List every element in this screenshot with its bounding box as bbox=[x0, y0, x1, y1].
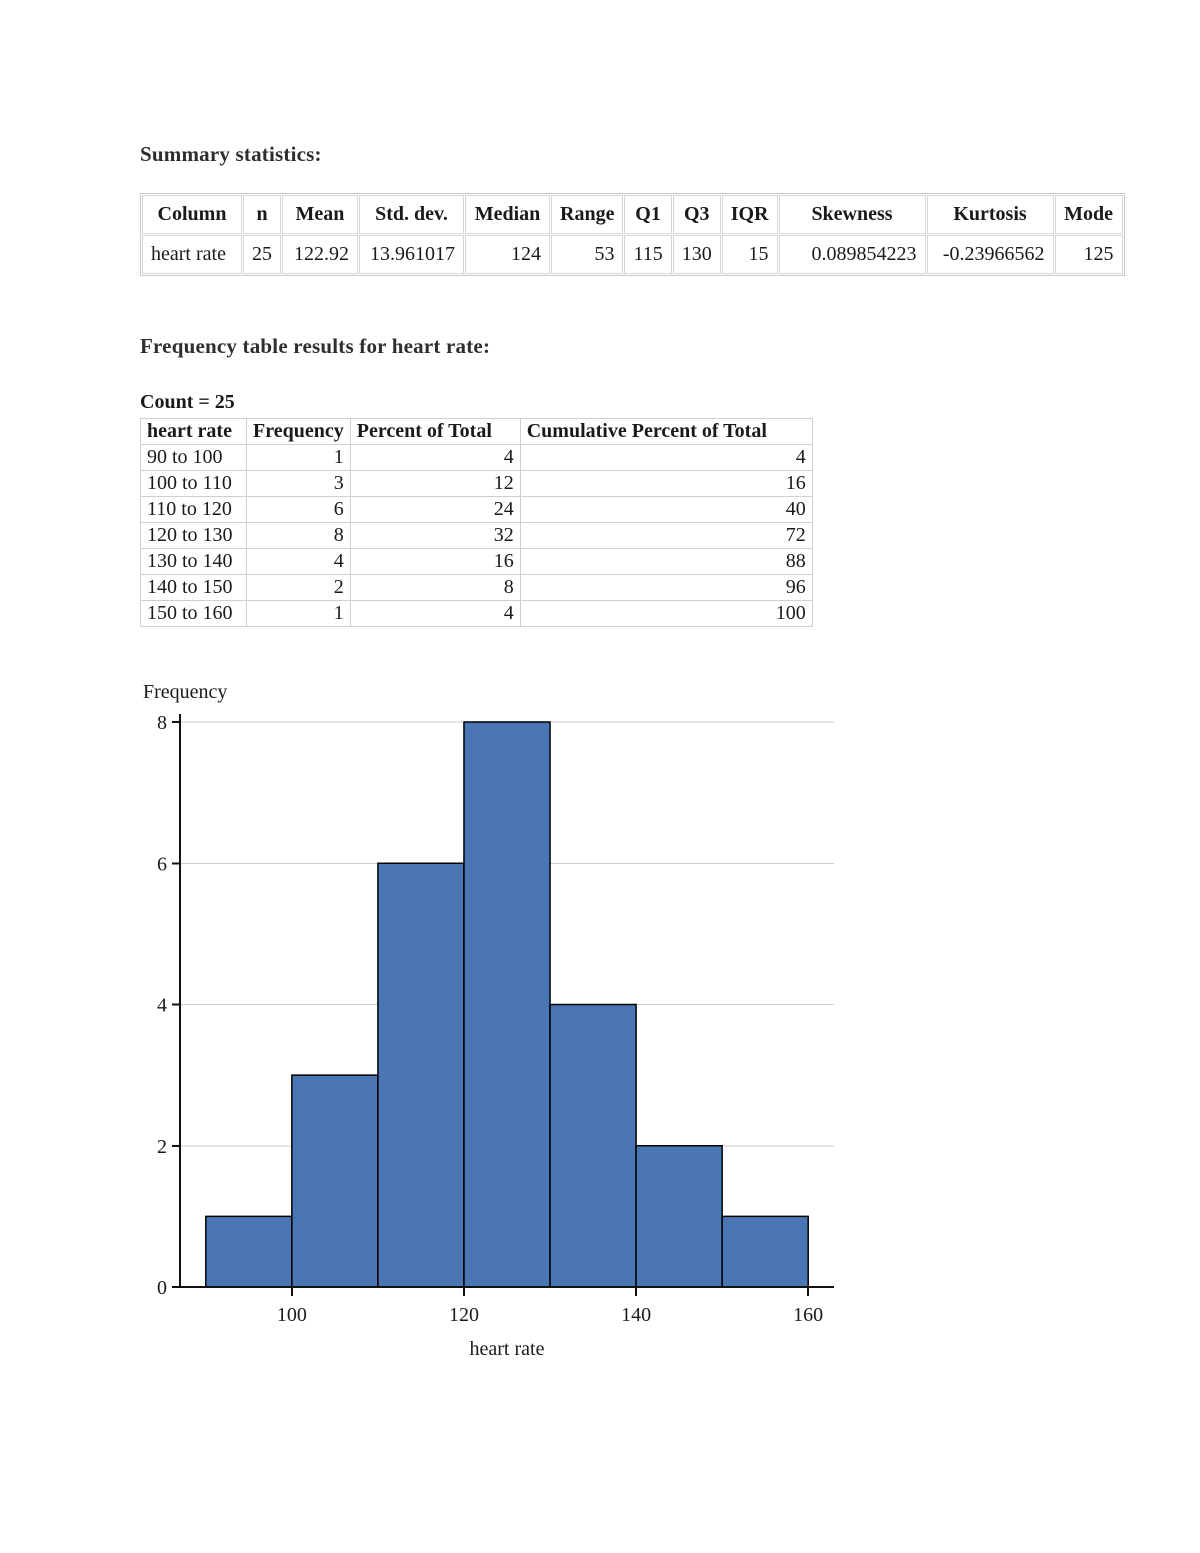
histogram-bar bbox=[291, 1074, 379, 1288]
frequency-row: 90 to 100 1 4 4 bbox=[140, 444, 813, 471]
frequency-cell: 6 bbox=[246, 496, 351, 523]
x-tick-label: 160 bbox=[793, 1304, 823, 1326]
summary-column-header: Std. dev. bbox=[359, 195, 464, 234]
summary-cell: heart rate bbox=[142, 235, 242, 274]
summary-column-header: n bbox=[243, 195, 281, 234]
x-tick-label: 140 bbox=[621, 1304, 651, 1326]
summary-cell: 15 bbox=[721, 235, 778, 274]
frequency-header-row: heart rate Frequency Percent of Total Cumul… bbox=[140, 418, 813, 445]
summary-column-header: Range bbox=[551, 195, 624, 234]
frequency-row: 130 to 140 4 16 88 bbox=[140, 548, 813, 575]
frequency-cell: 16 bbox=[519, 470, 813, 497]
frequency-cell: 110 to 120 bbox=[140, 496, 247, 523]
frequency-row: 110 to 120 6 24 40 bbox=[140, 496, 813, 523]
frequency-cell: 8 bbox=[349, 574, 521, 601]
summary-cell: 53 bbox=[551, 235, 624, 274]
frequency-row: 150 to 160 1 4 100 bbox=[140, 600, 813, 627]
frequency-results-heading: Frequency table results for heart rate: bbox=[140, 334, 491, 358]
summary-cell: 115 bbox=[624, 235, 672, 274]
y-tick-label: 0 bbox=[157, 1277, 167, 1299]
summary-cell: 13.961017 bbox=[359, 235, 464, 274]
frequency-cell: 72 bbox=[519, 522, 813, 549]
frequency-cell: 3 bbox=[246, 470, 351, 497]
summary-cell: 124 bbox=[465, 235, 550, 274]
summary-statistics-table: Column n Mean Std. dev. Median Range Q1 Q3 IQR Sk… bbox=[140, 193, 1125, 276]
frequency-cell: 140 to 150 bbox=[140, 574, 247, 601]
frequency-cell: 24 bbox=[349, 496, 521, 523]
x-tick-label: 100 bbox=[277, 1304, 307, 1326]
summary-statistics-heading: Summary statistics: bbox=[140, 142, 322, 166]
frequency-cell: 2 bbox=[246, 574, 351, 601]
frequency-cell: 90 to 100 bbox=[140, 444, 247, 471]
count-label: Count = 25 bbox=[140, 391, 235, 413]
histogram-bar bbox=[549, 1003, 637, 1288]
summary-cell: 25 bbox=[243, 235, 281, 274]
summary-column-header: Mode bbox=[1054, 195, 1123, 234]
summary-cell: 125 bbox=[1054, 235, 1123, 274]
frequency-column-header: Cumulative Percent of Total bbox=[519, 418, 813, 445]
frequency-cell: 4 bbox=[349, 600, 521, 627]
frequency-cell: 40 bbox=[519, 496, 813, 523]
summary-column-header: Kurtosis bbox=[926, 195, 1054, 234]
y-axis-title: Frequency bbox=[143, 681, 228, 703]
histogram-bar bbox=[205, 1215, 293, 1288]
y-tick-label: 4 bbox=[157, 995, 167, 1017]
frequency-cell: 130 to 140 bbox=[140, 548, 247, 575]
frequency-cell: 1 bbox=[246, 444, 351, 471]
frequency-cell: 150 to 160 bbox=[140, 600, 247, 627]
x-axis-title: heart rate bbox=[469, 1338, 545, 1360]
frequency-row: 140 to 150 2 8 96 bbox=[140, 574, 813, 601]
frequency-cell: 88 bbox=[519, 548, 813, 575]
frequency-column-header: Percent of Total bbox=[349, 418, 521, 445]
summary-cell: -0.23966562 bbox=[926, 235, 1054, 274]
summary-row: heart rate 25 122.92 13.961017 124 53 115 130 15… bbox=[142, 235, 1123, 274]
summary-column-header: Column bbox=[142, 195, 242, 234]
y-tick-label: 8 bbox=[157, 712, 167, 734]
frequency-row: 120 to 130 8 32 72 bbox=[140, 522, 813, 549]
frequency-cell: 100 bbox=[519, 600, 813, 627]
frequency-cell: 1 bbox=[246, 600, 351, 627]
summary-column-header: Q1 bbox=[624, 195, 672, 234]
y-tick-label: 2 bbox=[157, 1136, 167, 1158]
summary-column-header: Mean bbox=[282, 195, 358, 234]
summary-cell: 122.92 bbox=[282, 235, 358, 274]
summary-column-header: IQR bbox=[721, 195, 778, 234]
histogram-bar bbox=[377, 862, 465, 1288]
frequency-cell: 120 to 130 bbox=[140, 522, 247, 549]
frequency-cell: 4 bbox=[246, 548, 351, 575]
frequency-cell: 4 bbox=[349, 444, 521, 471]
frequency-table: heart rate Frequency Percent of Total Cumul… bbox=[140, 418, 813, 627]
summary-column-header: Median bbox=[465, 195, 550, 234]
y-tick-label: 6 bbox=[157, 853, 167, 875]
histogram-chart: Frequency 0 2 4 6 8 100 120 140 160 heart rate bbox=[140, 681, 1160, 1361]
frequency-cell: 4 bbox=[519, 444, 813, 471]
statistics-report: Summary statistics: Column n Mean Std. dev.… bbox=[140, 142, 1160, 1361]
summary-column-header: Q3 bbox=[672, 195, 721, 234]
histogram-svg: 0 2 4 6 8 100 120 140 160 bbox=[157, 712, 834, 1326]
summary-column-header: Skewness bbox=[778, 195, 926, 234]
frequency-cell: 16 bbox=[349, 548, 521, 575]
frequency-column-header: Frequency bbox=[246, 418, 351, 445]
frequency-cell: 8 bbox=[246, 522, 351, 549]
histogram-bar bbox=[463, 721, 551, 1288]
frequency-row: 100 to 110 3 12 16 bbox=[140, 470, 813, 497]
histogram-bar bbox=[721, 1215, 809, 1288]
summary-cell: 0.089854223 bbox=[778, 235, 926, 274]
x-tick-label: 120 bbox=[449, 1304, 479, 1326]
frequency-column-header: heart rate bbox=[140, 418, 247, 445]
frequency-cell: 32 bbox=[349, 522, 521, 549]
frequency-cell: 100 to 110 bbox=[140, 470, 247, 497]
histogram-bar bbox=[635, 1145, 723, 1288]
summary-cell: 130 bbox=[672, 235, 721, 274]
frequency-cell: 12 bbox=[349, 470, 521, 497]
summary-header-row: Column n Mean Std. dev. Median Range Q1 Q3 IQR Sk… bbox=[142, 195, 1123, 234]
frequency-cell: 96 bbox=[519, 574, 813, 601]
